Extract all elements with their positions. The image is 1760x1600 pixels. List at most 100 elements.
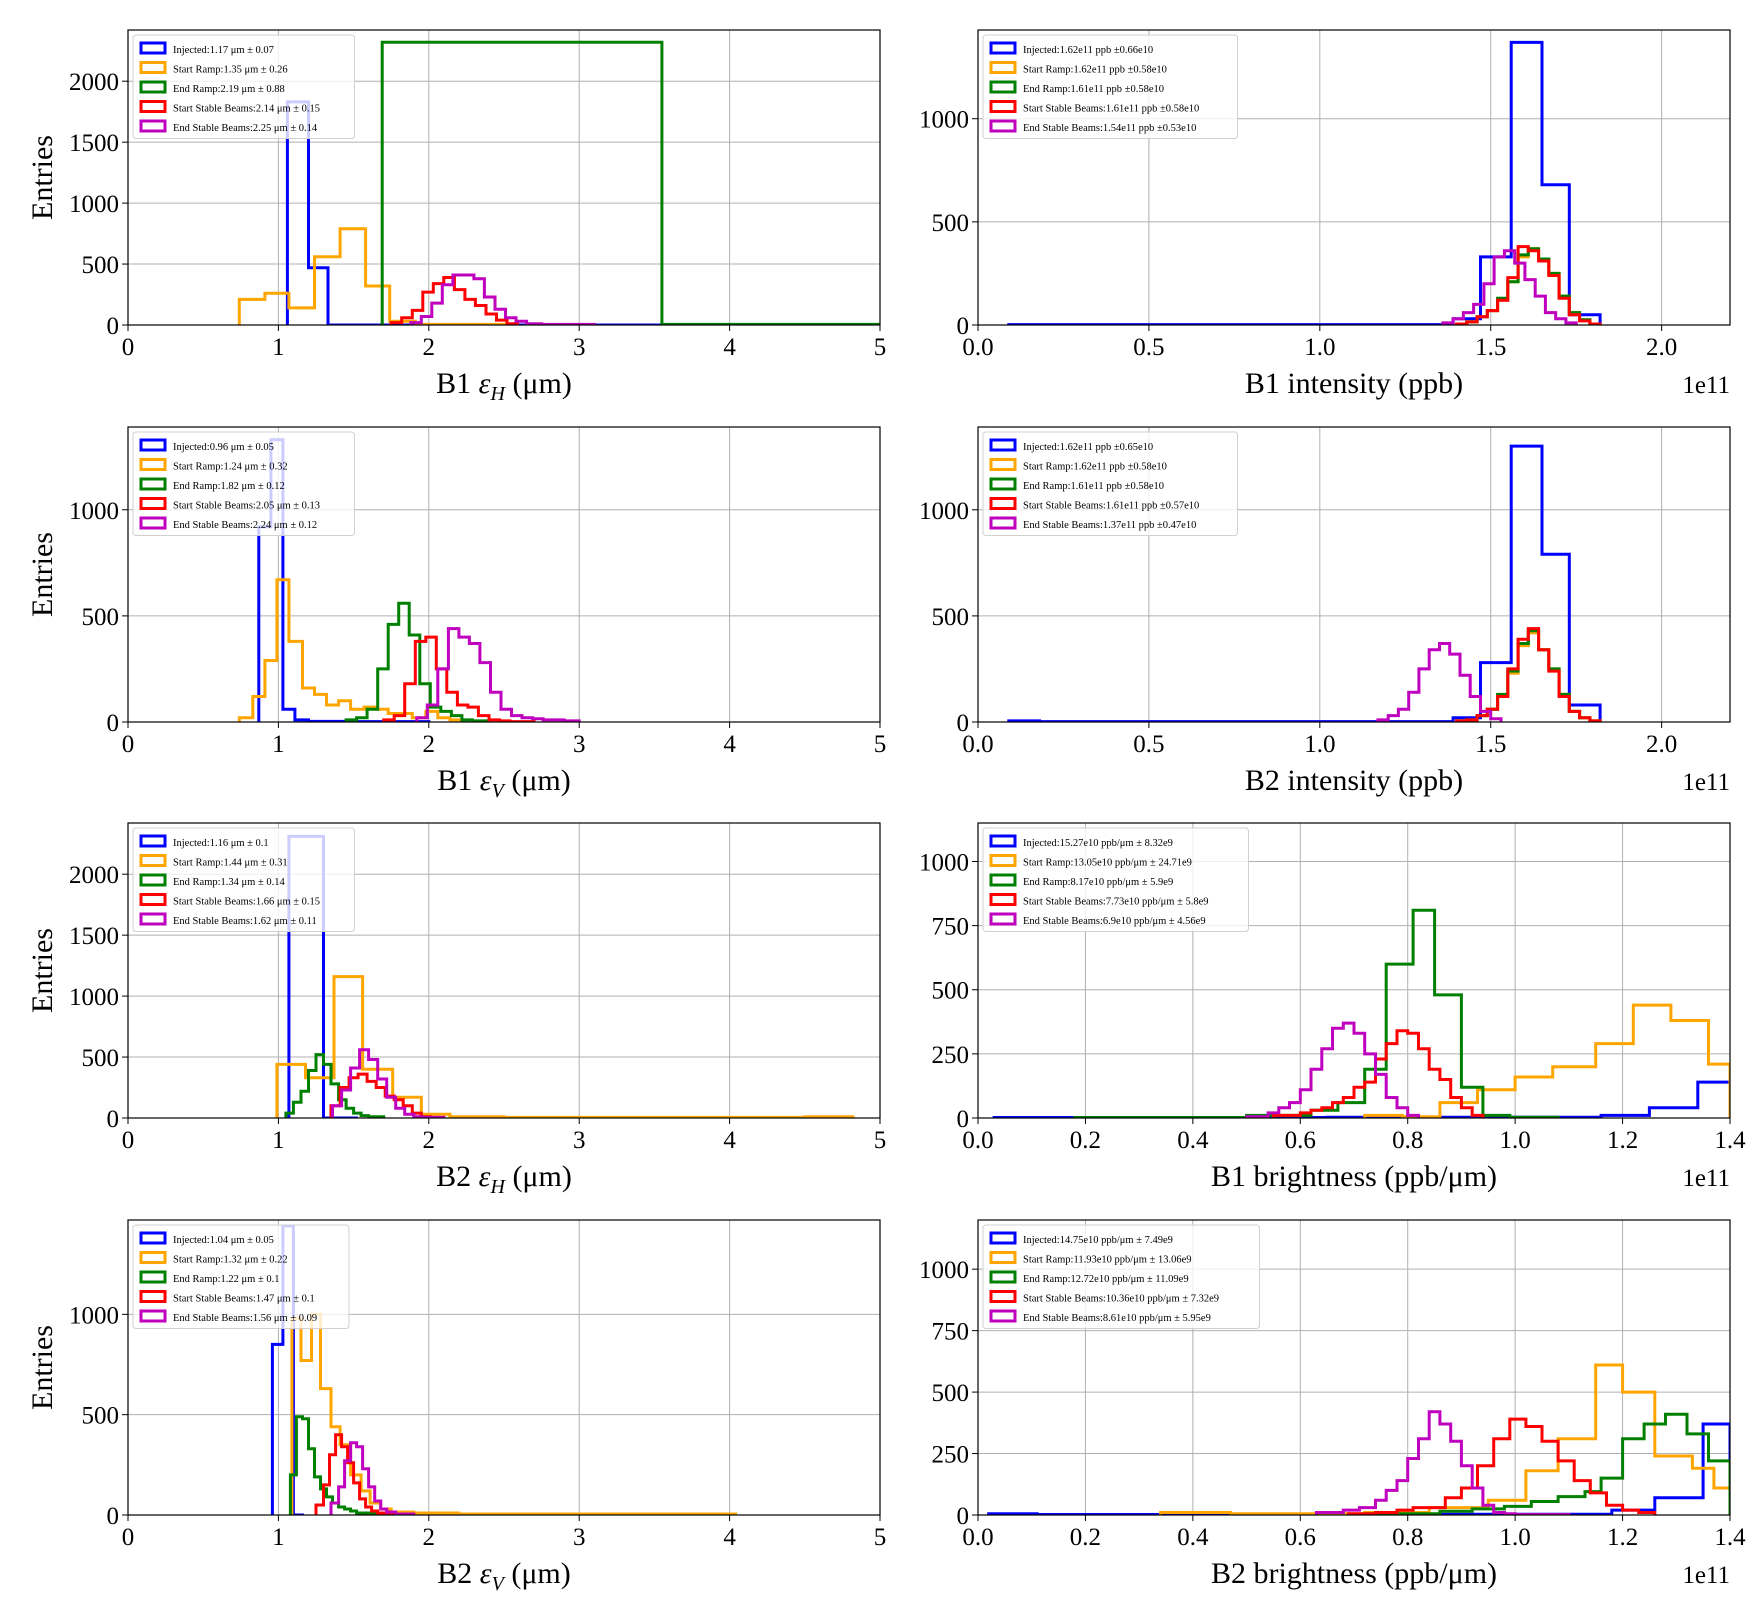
series-injected xyxy=(285,100,880,325)
series-group xyxy=(1007,444,1602,722)
x-tick-label: 4 xyxy=(723,1127,736,1154)
series-start-stable-beams xyxy=(1347,1417,1657,1515)
series-end-ramp xyxy=(1073,908,1560,1118)
legend-swatch xyxy=(139,80,167,94)
x-tick-label: 0.6 xyxy=(1285,1127,1316,1154)
x-tick-label: 4 xyxy=(723,334,736,361)
y-tick-label: 500 xyxy=(82,252,120,279)
series-start-stable-beams xyxy=(382,635,536,722)
legend-entry: End Ramp:2.19 μm ± 0.88 xyxy=(173,84,285,95)
x-tick-label: 4 xyxy=(723,731,736,758)
legend-entry: Start Stable Beams:2.05 μm ± 0.13 xyxy=(173,501,320,512)
legend-swatch xyxy=(139,854,167,867)
legend-swatch xyxy=(989,893,1017,906)
x-axis-label: B1 brightness (ppb/μm) xyxy=(1211,1160,1497,1193)
legend-entry: Start Ramp:1.32 μm ± 0.22 xyxy=(173,1255,288,1266)
legend-swatch xyxy=(989,912,1017,926)
y-tick-label: 0 xyxy=(957,313,970,340)
legend-entry: Start Stable Beams:10.36e10 ppb/μm ± 7.3… xyxy=(1023,1294,1219,1305)
y-tick-label: 1000 xyxy=(919,498,969,525)
x-tick-label: 5 xyxy=(874,1524,887,1551)
legend-box xyxy=(132,827,355,932)
x-tick-label: 4 xyxy=(723,1524,736,1551)
x-tick-label: 1 xyxy=(272,1127,285,1154)
series-start-stable-beams xyxy=(1455,627,1602,722)
x-tick-label: 0 xyxy=(122,731,135,758)
legend-entry: End Ramp:1.34 μm ± 0.14 xyxy=(173,877,285,888)
x-tick-label: 5 xyxy=(874,334,887,361)
legend-entry: Start Stable Beams:7.73e10 ppb/μm ± 5.8e… xyxy=(1023,897,1209,908)
histogram-panel-4: 0.0 0.5 1.0 1.5 2.0 0 500 1000 B2 intensity (ppb… xyxy=(919,426,1731,797)
series-end-stable-beams xyxy=(1441,249,1578,325)
x-tick-label: 0 xyxy=(122,1127,135,1154)
x-tick-label: 1.4 xyxy=(1714,1127,1746,1154)
x-tick-label: 1.0 xyxy=(1500,1524,1531,1551)
legend-swatch xyxy=(989,1290,1017,1303)
legend-entry: Start Stable Beams:1.61e11 ppb ±0.58e10 xyxy=(1023,104,1199,115)
legend-entry: End Stable Beams:6.9e10 ppb/μm ± 4.56e9 xyxy=(1023,916,1206,927)
legend-swatch xyxy=(989,80,1017,94)
legend-entry: Start Stable Beams:1.61e11 ppb ±0.57e10 xyxy=(1023,501,1199,512)
y-tick-label: 250 xyxy=(932,1042,970,1069)
series-end-ramp xyxy=(284,1053,386,1118)
histogram-panel-8: 0.0 0.2 0.4 0.6 0.8 1.0 1.2 1.4 0 250 500 750 1000 B2… xyxy=(919,1219,1746,1590)
legend-swatch xyxy=(989,100,1017,113)
legend-entry: Start Ramp:1.44 μm ± 0.31 xyxy=(173,858,288,869)
legend-entry: Injected:1.16 μm ± 0.1 xyxy=(173,838,269,849)
legend-entry: Injected:1.62e11 ppb ±0.65e10 xyxy=(1023,442,1153,453)
series-end-stable-beams xyxy=(329,1441,416,1515)
x-tick-label: 2 xyxy=(423,334,436,361)
x-tick-label: 0.0 xyxy=(962,334,993,361)
x-offset-label: 1e11 xyxy=(1682,372,1730,399)
x-axis-label: B1 εH (μm) xyxy=(436,367,572,405)
x-tick-label: 2 xyxy=(423,1127,436,1154)
legend-swatch xyxy=(139,61,167,74)
legend-entry: Start Ramp:1.24 μm ± 0.32 xyxy=(173,462,288,473)
legend-entry: End Stable Beams:1.62 μm ± 0.11 xyxy=(173,916,317,927)
x-tick-label: 1.0 xyxy=(1500,1127,1531,1154)
legend-swatch xyxy=(989,1231,1017,1245)
axes-frame xyxy=(977,822,1731,1119)
legend-box xyxy=(132,34,355,139)
legend-swatch xyxy=(139,438,167,452)
series-injected xyxy=(987,1422,1730,1515)
histogram-panel-2: 0.0 0.5 1.0 1.5 2.0 0 500 1000 B1 intensity (ppb… xyxy=(919,29,1731,400)
series-group xyxy=(987,1363,1730,1515)
x-offset-label: 1e11 xyxy=(1682,1165,1730,1192)
histogram-panel-6: 0.0 0.2 0.4 0.6 0.8 1.0 1.2 1.4 0 250 500 750 1000 B1… xyxy=(919,822,1746,1193)
legend-box xyxy=(132,431,355,536)
legend-entry: End Ramp:1.61e11 ppb ±0.58e10 xyxy=(1023,481,1164,492)
series-end-stable-beams xyxy=(1376,642,1503,722)
x-tick-label: 5 xyxy=(874,1127,887,1154)
x-tick-label: 1.2 xyxy=(1607,1127,1638,1154)
legend-entry: Start Ramp:1.62e11 ppb ±0.58e10 xyxy=(1023,462,1167,473)
axes-frame xyxy=(977,29,1731,326)
legend-swatch xyxy=(139,1290,167,1303)
y-tick-label: 0 xyxy=(107,313,120,340)
y-tick-label: 1000 xyxy=(919,1257,969,1284)
x-tick-label: 0.6 xyxy=(1285,1524,1316,1551)
series-start-ramp xyxy=(290,1312,738,1515)
series-start-ramp xyxy=(1363,1003,1730,1118)
x-tick-label: 0.4 xyxy=(1177,1127,1209,1154)
y-tick-label: 500 xyxy=(932,1380,970,1407)
legend-entry: End Ramp:12.72e10 ppb/μm ± 11.09e9 xyxy=(1023,1274,1189,1285)
y-tick-label: 1500 xyxy=(69,923,119,950)
x-tick-label: 5 xyxy=(874,731,887,758)
legend-swatch xyxy=(139,100,167,113)
legend-swatch xyxy=(989,477,1017,491)
y-tick-label: 1500 xyxy=(69,130,119,157)
axes-frame xyxy=(127,822,881,1119)
x-axis-label: B2 εH (μm) xyxy=(436,1160,572,1198)
y-axis-label: Entries xyxy=(26,928,59,1013)
series-group xyxy=(1007,40,1602,325)
legend-box xyxy=(982,1224,1260,1329)
series-group xyxy=(275,834,855,1118)
histogram-panel-1: 0 1 2 3 4 5 0 500 1000 1500 2000 B1 εH (μm) Entries I… xyxy=(26,29,887,405)
legend-swatch xyxy=(989,516,1017,530)
legend-entry: End Stable Beams:1.37e11 ppb ±0.47e10 xyxy=(1023,520,1196,531)
x-axis-label: B2 εV (μm) xyxy=(437,1557,570,1595)
x-tick-label: 0.8 xyxy=(1392,1524,1423,1551)
y-tick-label: 1000 xyxy=(919,849,969,876)
legend-swatch xyxy=(989,1270,1017,1284)
